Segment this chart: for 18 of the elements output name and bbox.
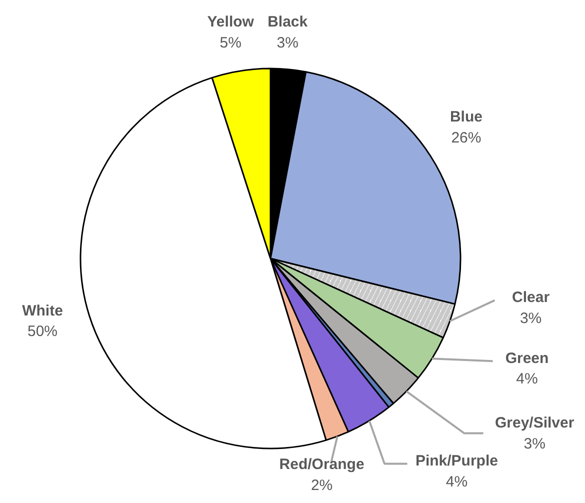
data-label: 3%: [524, 435, 546, 452]
data-label: 50%: [27, 323, 58, 340]
slice-label: Red/Orange: [279, 456, 364, 474]
data-label: 5%: [220, 34, 242, 52]
slice-label: Blue: [450, 108, 482, 126]
slice-label: White: [22, 302, 63, 320]
slice-label: Pink/Purple: [415, 452, 498, 470]
data-label: 3%: [276, 34, 298, 52]
data-label: 4%: [446, 473, 468, 490]
slice-label: Yellow: [207, 13, 254, 30]
slice-label: Green: [505, 350, 549, 367]
slice-label: Clear: [512, 288, 550, 306]
data-label: 2%: [310, 477, 333, 494]
slice-label: Black: [268, 13, 308, 30]
slice-label: Grey/Silver: [494, 414, 574, 432]
data-label: 26%: [451, 129, 482, 146]
data-label: 4%: [516, 370, 538, 388]
data-label: 3%: [520, 310, 542, 327]
